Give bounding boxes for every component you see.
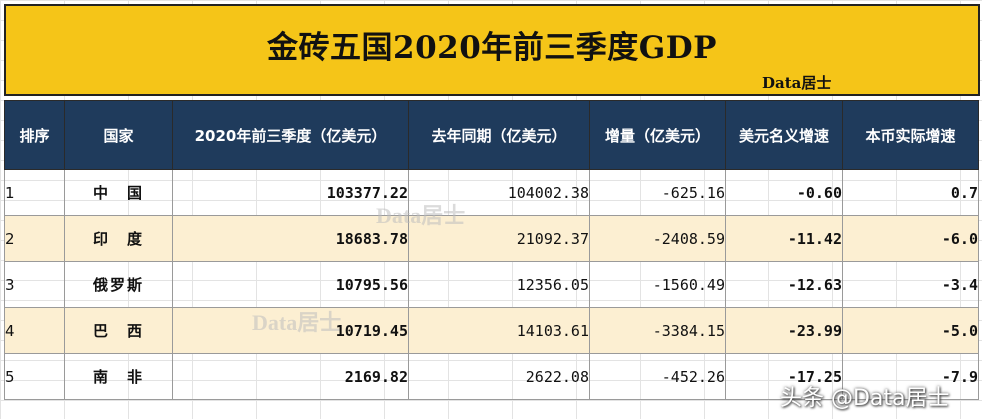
cell-usd-growth: -12.63 (725, 261, 843, 308)
cell-increment: -2408.59 (589, 215, 726, 262)
cell-gdp-2019: 21092.37 (408, 215, 590, 262)
cell-gdp-2019: 104002.38 (408, 169, 590, 216)
cell-increment: -452.26 (589, 353, 726, 400)
header-usd-growth: 美元名义增速 (725, 100, 843, 170)
cell-usd-growth: -17.25 (725, 353, 843, 400)
page-title: 金砖五国2020年前三季度GDP (267, 30, 717, 66)
brand-label: Data居士 (762, 74, 832, 92)
cell-rank: 5 (4, 353, 65, 400)
cell-gdp-2020: 10719.45 (172, 307, 409, 354)
cell-local-growth: 0.7 (842, 169, 979, 216)
cell-gdp-2020: 2169.82 (172, 353, 409, 400)
cell-usd-growth: -0.60 (725, 169, 843, 216)
cell-local-growth: -7.9 (842, 353, 979, 400)
header-increment: 增量（亿美元） (589, 100, 726, 170)
cell-gdp-2019: 14103.61 (408, 307, 590, 354)
cell-country: 俄罗斯 (64, 261, 173, 308)
cell-country: 中 国 (64, 169, 173, 216)
cell-rank: 3 (4, 261, 65, 308)
cell-rank: 1 (4, 169, 65, 216)
cell-local-growth: -3.4 (842, 261, 979, 308)
cell-local-growth: -5.0 (842, 307, 979, 354)
cell-usd-growth: -11.42 (725, 215, 843, 262)
header-gdp-2019: 去年同期（亿美元） (408, 100, 590, 170)
cell-increment: -625.16 (589, 169, 726, 216)
cell-rank: 2 (4, 215, 65, 262)
gdp-table: 排序 国家 2020年前三季度（亿美元） 去年同期（亿美元） 增量（亿美元） 美… (4, 100, 979, 400)
header-country: 国家 (64, 100, 173, 170)
cell-gdp-2020: 18683.78 (172, 215, 409, 262)
cell-increment: -3384.15 (589, 307, 726, 354)
cell-usd-growth: -23.99 (725, 307, 843, 354)
cell-rank: 4 (4, 307, 65, 354)
table-row: 4 巴 西 10719.45 14103.61 -3384.15 -23.99 … (4, 307, 979, 354)
cell-country: 南 非 (64, 353, 173, 400)
cell-gdp-2020: 103377.22 (172, 169, 409, 216)
table-row: 1 中 国 103377.22 104002.38 -625.16 -0.60 … (4, 169, 979, 216)
title-banner: 金砖五国2020年前三季度GDP Data居士 (4, 4, 980, 96)
table-header-row: 排序 国家 2020年前三季度（亿美元） 去年同期（亿美元） 增量（亿美元） 美… (4, 100, 979, 170)
cell-local-growth: -6.0 (842, 215, 979, 262)
cell-country: 巴 西 (64, 307, 173, 354)
cell-increment: -1560.49 (589, 261, 726, 308)
header-rank: 排序 (4, 100, 65, 170)
cell-gdp-2019: 2622.08 (408, 353, 590, 400)
header-local-growth: 本币实际增速 (842, 100, 979, 170)
cell-country: 印 度 (64, 215, 173, 262)
header-gdp-2020: 2020年前三季度（亿美元） (172, 100, 409, 170)
table-row: 5 南 非 2169.82 2622.08 -452.26 -17.25 -7.… (4, 353, 979, 400)
cell-gdp-2019: 12356.05 (408, 261, 590, 308)
table-row: 2 印 度 18683.78 21092.37 -2408.59 -11.42 … (4, 215, 979, 262)
cell-gdp-2020: 10795.56 (172, 261, 409, 308)
table-row: 3 俄罗斯 10795.56 12356.05 -1560.49 -12.63 … (4, 261, 979, 308)
footer-watermark: 头条 @Data居士 (780, 386, 950, 411)
